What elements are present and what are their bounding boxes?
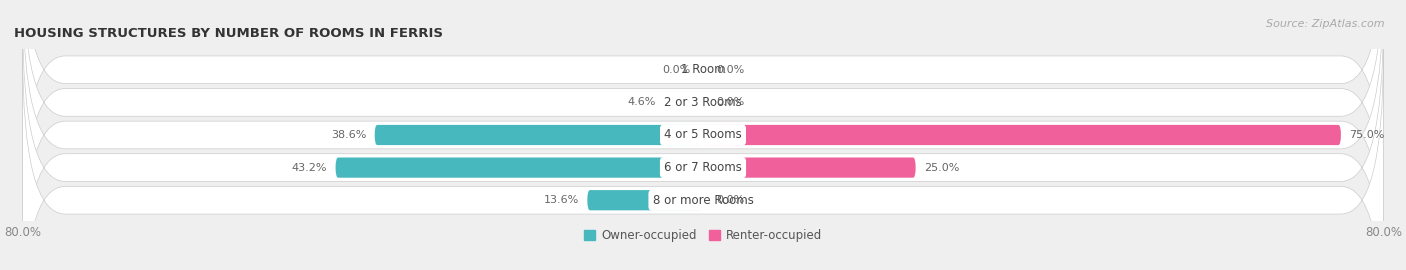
Text: 0.0%: 0.0% bbox=[662, 65, 690, 75]
Text: 0.0%: 0.0% bbox=[716, 65, 744, 75]
FancyBboxPatch shape bbox=[22, 0, 1384, 252]
Text: 25.0%: 25.0% bbox=[924, 163, 959, 173]
Text: 8 or more Rooms: 8 or more Rooms bbox=[652, 194, 754, 207]
Text: 4.6%: 4.6% bbox=[627, 97, 655, 107]
Text: 38.6%: 38.6% bbox=[330, 130, 366, 140]
FancyBboxPatch shape bbox=[336, 157, 703, 178]
Text: 43.2%: 43.2% bbox=[291, 163, 328, 173]
Text: 0.0%: 0.0% bbox=[716, 195, 744, 205]
FancyBboxPatch shape bbox=[22, 0, 1384, 270]
Text: 75.0%: 75.0% bbox=[1350, 130, 1385, 140]
FancyBboxPatch shape bbox=[664, 92, 703, 113]
Text: 4 or 5 Rooms: 4 or 5 Rooms bbox=[664, 129, 742, 141]
FancyBboxPatch shape bbox=[588, 190, 703, 210]
FancyBboxPatch shape bbox=[374, 125, 703, 145]
Text: 1 Room: 1 Room bbox=[681, 63, 725, 76]
FancyBboxPatch shape bbox=[22, 51, 1384, 270]
Text: 2 or 3 Rooms: 2 or 3 Rooms bbox=[664, 96, 742, 109]
Text: 6 or 7 Rooms: 6 or 7 Rooms bbox=[664, 161, 742, 174]
FancyBboxPatch shape bbox=[703, 125, 1341, 145]
Text: 0.0%: 0.0% bbox=[716, 97, 744, 107]
FancyBboxPatch shape bbox=[22, 0, 1384, 219]
FancyBboxPatch shape bbox=[22, 18, 1384, 270]
Text: 13.6%: 13.6% bbox=[544, 195, 579, 205]
Text: HOUSING STRUCTURES BY NUMBER OF ROOMS IN FERRIS: HOUSING STRUCTURES BY NUMBER OF ROOMS IN… bbox=[14, 28, 443, 40]
FancyBboxPatch shape bbox=[703, 157, 915, 178]
Legend: Owner-occupied, Renter-occupied: Owner-occupied, Renter-occupied bbox=[579, 224, 827, 247]
Text: Source: ZipAtlas.com: Source: ZipAtlas.com bbox=[1267, 19, 1385, 29]
